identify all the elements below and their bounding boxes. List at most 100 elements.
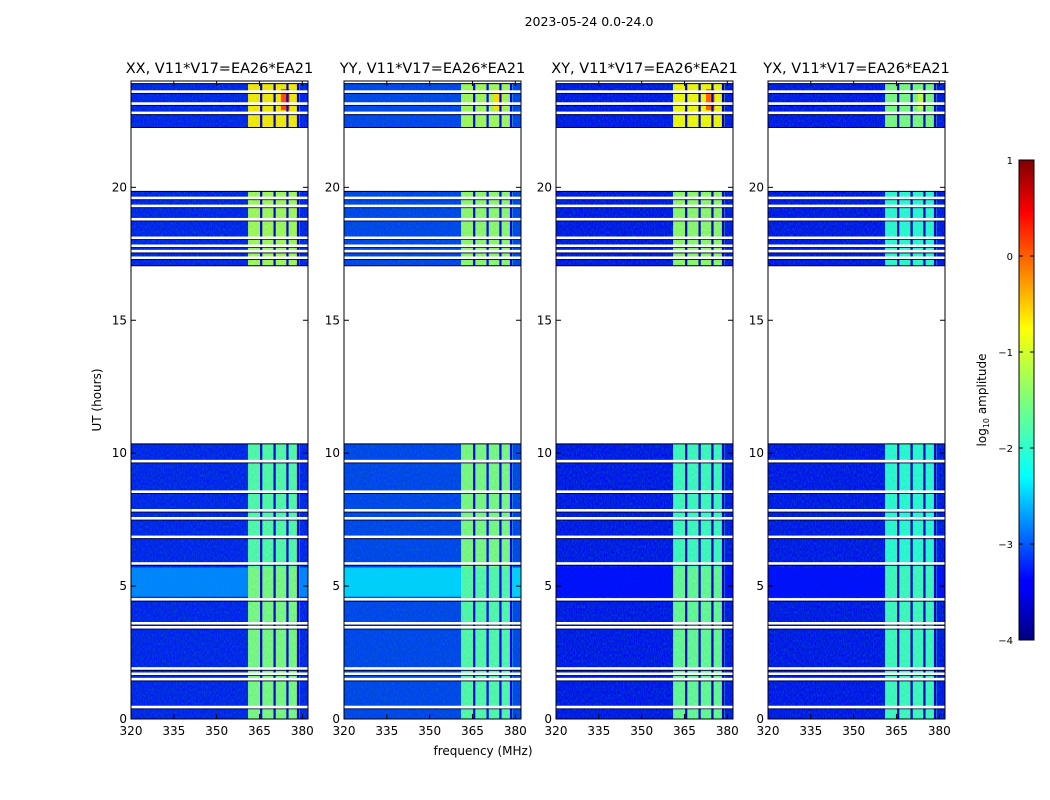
x-tick-label: 335: [162, 724, 185, 738]
flagged-gap-line: [344, 672, 521, 676]
flagged-gap-line: [344, 90, 521, 93]
rfi-channel-gap: [296, 191, 300, 266]
x-tick-label: 320: [757, 724, 780, 738]
flagged-gap-line: [344, 490, 521, 494]
flagged-gap-line: [131, 102, 308, 105]
flagged-gap-line: [556, 204, 733, 208]
flagged-gap-line: [768, 509, 945, 512]
flagged-gap-line: [131, 516, 308, 520]
panels-group: XX, V11*V17=EA26*EA21 320 335 350 365 380 0 5 10…: [112, 61, 951, 738]
y-tick-label: 20: [325, 180, 340, 194]
flagged-gap-line: [768, 244, 945, 248]
x-tick-label: 365: [461, 724, 484, 738]
flagged-gap-line: [556, 111, 733, 115]
rfi-peak: [917, 88, 927, 111]
flagged-gap-line: [131, 217, 308, 221]
flagged-gap-line: [556, 236, 733, 240]
rfi-channel-gap: [273, 443, 276, 719]
colorbar-tick-label: −4: [998, 636, 1013, 647]
rfi-peak: [493, 88, 503, 111]
flagged-gap-line: [768, 667, 945, 670]
y-axis-label: UT (hours): [90, 368, 104, 431]
y-tick-label: 15: [749, 313, 764, 327]
y-tick-label: 15: [112, 313, 127, 327]
flagged-gap-line: [768, 705, 945, 709]
x-tick-label: 335: [799, 724, 822, 738]
flagged-gap-line: [556, 598, 733, 601]
colorbar-ticks: 1 0 −1 −2 −3 −4: [998, 156, 1034, 647]
x-tick-label: 320: [333, 724, 356, 738]
panel-0: XX, V11*V17=EA26*EA21 320 335 350 365 380 0 5 10…: [112, 61, 314, 738]
flagged-gap-line: [344, 249, 521, 253]
rfi-channel-gap: [260, 191, 263, 266]
rfi-channel-gap: [473, 443, 476, 719]
flagged-gap-line: [768, 622, 945, 625]
flagged-gap-line: [131, 598, 308, 601]
flagged-gap-line: [131, 562, 308, 565]
x-tick-label: 380: [504, 724, 527, 738]
panel-title: YY, V11*V17=EA26*EA21: [339, 61, 525, 77]
flagged-gap-line: [344, 111, 521, 115]
y-tick-label: 5: [332, 579, 340, 593]
x-tick-label: 350: [418, 724, 441, 738]
flagged-gap-line: [768, 90, 945, 93]
flagged-gap-line: [344, 516, 521, 520]
flagged-gap-line: [556, 516, 733, 520]
y-tick-label: 5: [544, 579, 552, 593]
y-tick-label: 0: [332, 712, 340, 726]
x-tick-label: 365: [673, 724, 696, 738]
y-tick-label: 10: [537, 446, 552, 460]
rfi-channel-gap: [509, 443, 513, 719]
flagged-gap-line: [768, 236, 945, 240]
y-tick-label: 20: [749, 180, 764, 194]
flagged-gap-line: [556, 196, 733, 200]
panel-1: YY, V11*V17=EA26*EA21 320 335 350 365 380 0 5 10…: [325, 61, 527, 738]
flagged-gap-line: [768, 598, 945, 601]
panel-frame: [343, 80, 522, 720]
panel-title: YX, V11*V17=EA26*EA21: [762, 61, 949, 77]
flagged-gap-line: [344, 196, 521, 200]
colorbar-tick-label: −2: [998, 444, 1013, 455]
x-tick-label: 380: [291, 724, 314, 738]
rfi-channel-gap: [923, 191, 926, 266]
y-tick-label: 15: [537, 313, 552, 327]
y-tick-label: 20: [537, 180, 552, 194]
colorbar-label: log10 amplitude: [975, 354, 991, 447]
rfi-channel-gap: [698, 443, 701, 719]
flagged-gap-line: [131, 625, 308, 629]
colorbar: 10−1−2−3−4 log10 amplitude: [975, 156, 1035, 647]
flagged-gap-line: [768, 196, 945, 200]
rfi-channel-gap: [296, 443, 300, 719]
panel-frame: [555, 80, 734, 720]
flagged-gap-line: [556, 562, 733, 565]
flagged-gap-line: [556, 625, 733, 629]
x-tick-label: 350: [630, 724, 653, 738]
colorbar-tick-label: −1: [998, 348, 1013, 359]
flagged-gap-line: [344, 217, 521, 221]
rfi-channel-gap: [721, 191, 725, 266]
flagged-gap-line: [131, 204, 308, 208]
rfi-channel-gap: [473, 191, 476, 266]
flagged-gap-line: [768, 256, 945, 260]
flagged-gap-line: [768, 217, 945, 221]
rfi-channel-gap: [910, 191, 913, 266]
flagged-gap-line: [556, 622, 733, 625]
flagged-gap-line: [344, 244, 521, 248]
rfi-channel-gap: [933, 191, 937, 266]
flagged-gap-line: [556, 705, 733, 709]
panel-2: XY, V11*V17=EA26*EA21 320 335 350 365 380 0 5 10…: [537, 61, 739, 738]
flagged-gap-line: [768, 672, 945, 676]
rfi-channel-gap: [933, 443, 937, 719]
flagged-gap-line: [556, 667, 733, 670]
flagged-gap-line: [344, 535, 521, 539]
panel-frame: [767, 80, 946, 720]
flagged-gap-line: [556, 535, 733, 539]
panel-title: XX, V11*V17=EA26*EA21: [126, 61, 314, 77]
flagged-gap-line: [768, 677, 945, 681]
flagged-gap-line: [131, 249, 308, 253]
x-tick-label: 350: [205, 724, 228, 738]
flagged-gap-line: [131, 90, 308, 93]
panel-frame: [130, 80, 309, 720]
flagged-gap-line: [344, 622, 521, 625]
flagged-gap-line: [344, 204, 521, 208]
